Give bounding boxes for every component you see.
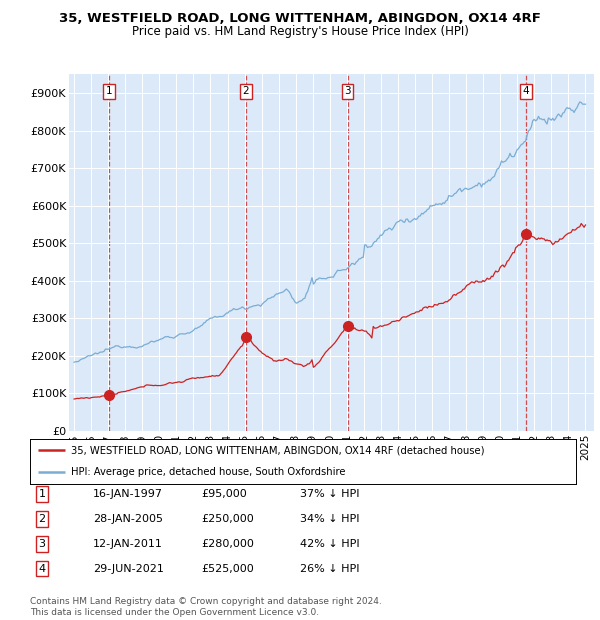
- Text: 42% ↓ HPI: 42% ↓ HPI: [300, 539, 359, 549]
- Text: Contains HM Land Registry data © Crown copyright and database right 2024.
This d: Contains HM Land Registry data © Crown c…: [30, 598, 382, 617]
- Text: HPI: Average price, detached house, South Oxfordshire: HPI: Average price, detached house, Sout…: [71, 467, 346, 477]
- Text: 3: 3: [38, 539, 46, 549]
- Text: 1: 1: [38, 489, 46, 499]
- Text: 3: 3: [344, 86, 351, 96]
- Text: 16-JAN-1997: 16-JAN-1997: [93, 489, 163, 499]
- Text: £525,000: £525,000: [201, 564, 254, 574]
- Text: Price paid vs. HM Land Registry's House Price Index (HPI): Price paid vs. HM Land Registry's House …: [131, 25, 469, 38]
- Text: 28-JAN-2005: 28-JAN-2005: [93, 514, 163, 524]
- Text: 29-JUN-2021: 29-JUN-2021: [93, 564, 164, 574]
- Text: 12-JAN-2011: 12-JAN-2011: [93, 539, 163, 549]
- Text: 4: 4: [523, 86, 529, 96]
- Text: 2: 2: [38, 514, 46, 524]
- Text: 1: 1: [106, 86, 112, 96]
- Text: 4: 4: [38, 564, 46, 574]
- Text: 35, WESTFIELD ROAD, LONG WITTENHAM, ABINGDON, OX14 4RF (detached house): 35, WESTFIELD ROAD, LONG WITTENHAM, ABIN…: [71, 445, 484, 455]
- Text: 2: 2: [242, 86, 249, 96]
- Text: 35, WESTFIELD ROAD, LONG WITTENHAM, ABINGDON, OX14 4RF: 35, WESTFIELD ROAD, LONG WITTENHAM, ABIN…: [59, 12, 541, 25]
- Text: £95,000: £95,000: [201, 489, 247, 499]
- Text: £280,000: £280,000: [201, 539, 254, 549]
- Text: 37% ↓ HPI: 37% ↓ HPI: [300, 489, 359, 499]
- Text: 34% ↓ HPI: 34% ↓ HPI: [300, 514, 359, 524]
- Text: 26% ↓ HPI: 26% ↓ HPI: [300, 564, 359, 574]
- Text: £250,000: £250,000: [201, 514, 254, 524]
